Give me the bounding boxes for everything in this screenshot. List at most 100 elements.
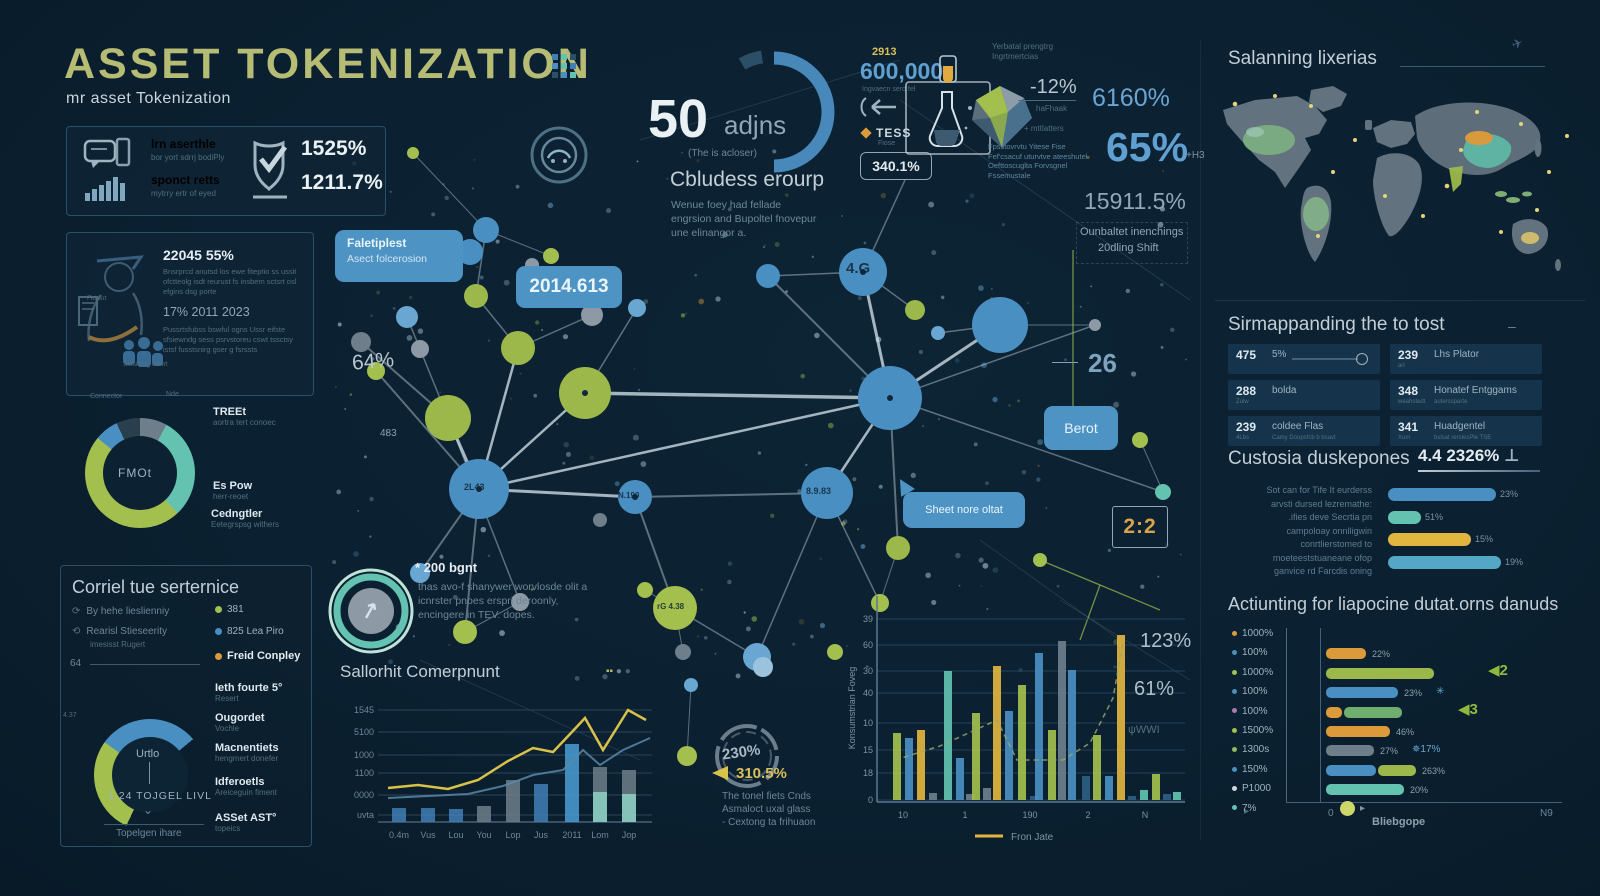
network-node <box>1089 319 1101 331</box>
svg-text:Vus: Vus <box>420 830 436 840</box>
actiunting-tick: 1500% <box>1232 725 1273 736</box>
kbar-legend: Fron Jate <box>1011 832 1054 843</box>
actiunting-bar <box>1326 764 1376 776</box>
network-node <box>653 586 697 630</box>
ring-icon <box>328 568 414 654</box>
cell-label: 5% <box>1272 349 1287 360</box>
custosia-bar-label: 23% <box>1500 489 1519 499</box>
kbar-side2: 61% <box>1134 678 1175 700</box>
big-stat-50: 50 <box>648 89 709 149</box>
slider-handle[interactable] <box>1356 353 1368 365</box>
score-box: 2:2 <box>1112 506 1168 548</box>
grid-dot <box>551 62 558 69</box>
svg-text:40: 40 <box>863 688 873 698</box>
donut-legend-sub: herr-reoet <box>213 492 249 501</box>
flask-sketch-icon <box>905 55 991 155</box>
cbludess-body: Wenue foey had fellade engrsion and Bupo… <box>671 199 817 239</box>
node-label-N190: N.190 <box>618 491 640 500</box>
network-node <box>1132 432 1148 448</box>
actiunting-tick: 100% <box>1232 647 1268 658</box>
donut-legend-label: Cedngtler <box>211 508 263 520</box>
scribble-icon: ✳ <box>1436 686 1445 698</box>
custosia-title: Custosia duskepones <box>1228 448 1410 469</box>
green-arrow-3: ◀3 <box>1458 701 1478 718</box>
slider-track <box>1292 358 1358 360</box>
cell-label-sub: auterssparte <box>1434 399 1468 405</box>
donut-legend-sub: Eetegrspsg withers <box>211 520 280 529</box>
custosia-bar <box>1388 555 1501 569</box>
label-26: 26 <box>1088 348 1117 378</box>
custosia-value-text: 4.4 2326% <box>1418 446 1500 465</box>
cell-label-sub: Camy Doupsfcb b bsavt <box>1272 435 1336 441</box>
donut-toplabel-right: Nde <box>166 391 179 398</box>
section-heading-cbludess: Cbludess erourp <box>670 168 825 191</box>
tick-dot-icon <box>1232 805 1237 811</box>
mini-legend-label: Freid Conpley <box>227 650 301 662</box>
network-node <box>464 284 488 308</box>
chart-option-icon[interactable]: ● <box>615 666 622 677</box>
donut-hole <box>103 436 177 510</box>
actiunting-bar <box>1326 667 1434 679</box>
network-node <box>593 513 607 527</box>
network-node <box>886 536 910 560</box>
insight-headline: 22045 55% <box>163 247 234 263</box>
blob-icon <box>1340 800 1355 816</box>
cell-label: bolda <box>1272 385 1297 396</box>
bar-chart: 39 60 30 40 10 15 18 0 Konsumstrian Foveg 10 1 190 2… <box>847 596 1185 843</box>
collapse-icon[interactable]: – <box>1508 318 1516 334</box>
network-node <box>1155 484 1171 500</box>
actiunting-bar-label: 263% <box>1422 765 1446 776</box>
map-india-highlight <box>1449 166 1463 192</box>
label-483: 483 <box>380 428 397 439</box>
list-item-title: ASSet AST° <box>215 812 277 824</box>
cell-label: Huadgentel <box>1434 421 1486 432</box>
legend-bars-icon[interactable]: ▪▪ <box>606 666 614 677</box>
map-nz <box>1555 259 1561 271</box>
stat-caption-2: 20dling Shift <box>1098 242 1159 254</box>
shield-check-icon <box>253 140 288 199</box>
node-label-4G: 4.G <box>846 260 871 277</box>
cell-number: 239 <box>1236 420 1257 434</box>
chart-option2-icon[interactable]: ● <box>624 666 631 677</box>
tick-dot-icon <box>1232 766 1237 772</box>
orange-diamond-icon <box>860 127 872 139</box>
x-axis-line <box>1286 802 1562 803</box>
bar-glyph <box>120 183 125 201</box>
map-sea-islands <box>1495 191 1532 203</box>
cell-number: 475 <box>1236 348 1257 362</box>
map-japan <box>1534 139 1542 157</box>
svg-text:60: 60 <box>863 640 873 650</box>
custosia-bar-label: 19% <box>1505 556 1524 567</box>
actiunting-tick: 1000% <box>1232 667 1273 678</box>
actiunting-bar <box>1326 706 1342 718</box>
paren-note: (The is acloser) <box>688 148 757 159</box>
network-node <box>407 147 419 159</box>
tick-dot-icon <box>1232 786 1237 792</box>
gauge-hole <box>112 737 188 813</box>
x-axis-label: Bliebgope <box>1372 816 1426 828</box>
list-item: Idferoetls Areiceguin fiment <box>215 776 277 797</box>
stat-minus12: -12% <box>1030 76 1077 98</box>
custosia-value: 4.4 2326% ⊥ <box>1418 446 1520 466</box>
network-node <box>801 467 853 519</box>
tick-label: 1000% <box>1242 666 1274 678</box>
stat-label-1: lrn aserthle <box>151 137 216 151</box>
svg-text:You: You <box>476 830 491 840</box>
tick-dot-icon <box>1232 708 1237 714</box>
cell-number: 288 <box>1236 384 1257 398</box>
gauge-legend-2-label: Rearisl Stieseerity <box>86 626 167 637</box>
chat-icon <box>83 137 131 168</box>
svg-text:15: 15 <box>863 745 873 755</box>
network-node <box>501 331 535 365</box>
actiunting-tick: 1300s <box>1232 744 1269 755</box>
list-item-title: Macnentiets <box>215 742 279 754</box>
network-node <box>677 746 697 766</box>
donut-legend-label: Es Pow <box>213 480 253 492</box>
tick-label: 100% <box>1242 686 1268 698</box>
legend-dot-icon <box>215 652 222 660</box>
gauge-panel-title: Corriel tue serternice <box>72 577 240 597</box>
list-item-sub: Areiceguin fiment <box>215 788 277 797</box>
table-cell: 239 arl Lhs Plator <box>1390 344 1542 374</box>
stat-600000-sub: Ingvaecn serd fel <box>862 86 916 93</box>
